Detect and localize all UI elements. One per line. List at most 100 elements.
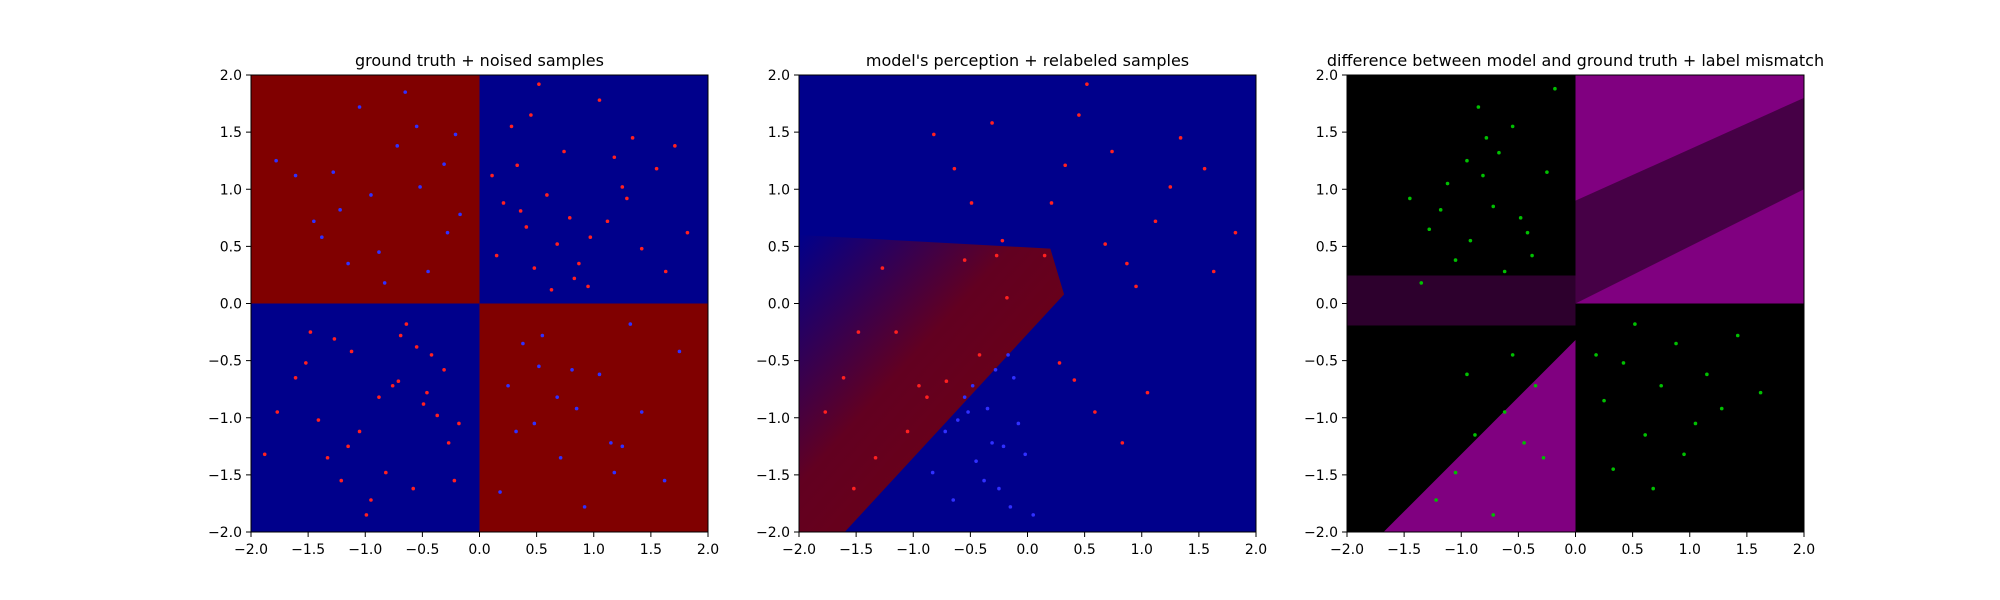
sample-point-blue [597,372,602,377]
panel-2: −2.0 −1.5 −1.0 −0.5 0.0 0.5 1.0 1.5 2.0 −2.0 −1.5 −… [756,51,1267,558]
sample-point-red [1049,201,1054,205]
sample-point-red [663,269,668,274]
sample-point-green [1453,470,1458,475]
sample-point-red [990,121,994,125]
sample-point-green [1525,230,1530,235]
y-tick-label: 1.0 [768,182,790,198]
sample-point-blue [966,410,970,414]
sample-point-blue [970,383,975,388]
sample-point-red [1063,163,1068,168]
sample-point-blue [628,322,633,326]
sample-point-blue [453,132,458,137]
sample-point-blue [346,261,350,266]
x-tick-label: −1.0 [1444,542,1478,558]
x-tick-label: 1.0 [583,542,605,558]
sample-point-red [316,418,321,422]
sample-point-blue [1011,375,1016,380]
y-tick-label: 2.0 [1316,68,1338,84]
sample-point-red [442,367,446,372]
sample-point-green [1502,410,1507,414]
y-tick-label: −0.5 [1304,354,1338,370]
sample-point-green [1693,421,1698,426]
diff-bottom-left-triangle [1383,340,1576,532]
sample-point-red [962,258,967,262]
sample-point-red [1134,284,1138,289]
sample-point-red [425,390,429,395]
diff-horizontal-band [1347,275,1576,326]
sample-point-red [452,478,457,483]
y-tick-label: 0.5 [220,239,242,255]
sample-point-blue [532,421,537,426]
sample-point-red [369,498,373,502]
panel-title: difference between model and ground trut… [1327,51,1824,70]
x-tick-label: 0.5 [1073,542,1095,558]
sample-point-red [325,455,330,460]
sample-point-green [1473,433,1477,437]
sample-point-blue [974,459,978,463]
sample-point-red [925,395,929,399]
sample-point-red [630,136,635,140]
x-tick-label: −2.0 [1330,542,1364,558]
sample-point-red [969,201,974,205]
sample-point-blue [1006,353,1010,357]
sample-point-red [673,144,677,148]
sample-point-red [952,166,957,171]
y-tick-label: 0.5 [768,239,790,255]
sample-point-blue [990,441,994,445]
y-tick-label: 1.5 [1316,125,1338,141]
sample-point-red [1202,166,1207,171]
sample-point-red [364,513,369,517]
sample-point-blue [1031,513,1036,517]
sample-point-red [339,478,344,483]
sample-point-blue [274,158,278,163]
sample-point-blue [458,212,462,217]
x-tick-label: 0.0 [1016,542,1038,558]
sample-point-green [1651,486,1655,491]
sample-point-red [1211,269,1216,274]
sample-point-red [532,266,537,270]
sample-point-green [1602,398,1606,403]
sample-point-red [841,375,846,380]
sample-point-blue [445,230,450,235]
sample-point-red [332,337,337,341]
sample-point-blue [558,455,563,460]
sample-point-red [349,349,354,354]
sample-point-red [605,219,610,224]
sample-point-blue [426,269,430,274]
sample-point-red [435,413,440,418]
x-tick-label: −1.5 [1387,542,1421,558]
sample-point-red [1072,378,1077,382]
sample-point-red [1005,295,1009,300]
sample-point-red [518,209,523,213]
sample-point-green [1510,124,1515,129]
sample-point-blue [312,219,316,224]
sample-point-red [293,375,298,380]
sample-point-red [1153,219,1158,224]
sample-point-red [1233,230,1238,235]
x-tick-label: 1.0 [1131,542,1153,558]
sample-point-green [1476,105,1481,109]
sample-point-green [1465,372,1469,377]
y-tick-label: −1.0 [208,411,242,427]
quadrant-bottom-right [479,303,708,532]
sample-point-red [1103,242,1107,246]
sample-point-blue [993,367,998,372]
sample-point-blue [403,90,408,94]
sample-point-green [1541,455,1546,460]
x-tick-label: 2.0 [1245,542,1267,558]
sample-point-blue [1016,421,1021,426]
sample-point-blue [320,235,324,240]
sample-point-red [586,284,590,289]
sample-point-blue [570,367,574,372]
sample-point-green [1491,204,1496,209]
sample-point-red [905,429,910,434]
y-tick-label: −1.5 [1304,468,1338,484]
x-tick-label: 1.5 [640,542,662,558]
sample-point-red [396,379,401,383]
sample-point-red [994,253,999,258]
sample-point-green [1682,452,1686,457]
sample-point-red [572,276,577,281]
sample-point-red [1110,149,1114,154]
sample-point-green [1465,158,1469,163]
panel-title: model's perception + relabeled samples [866,51,1189,70]
